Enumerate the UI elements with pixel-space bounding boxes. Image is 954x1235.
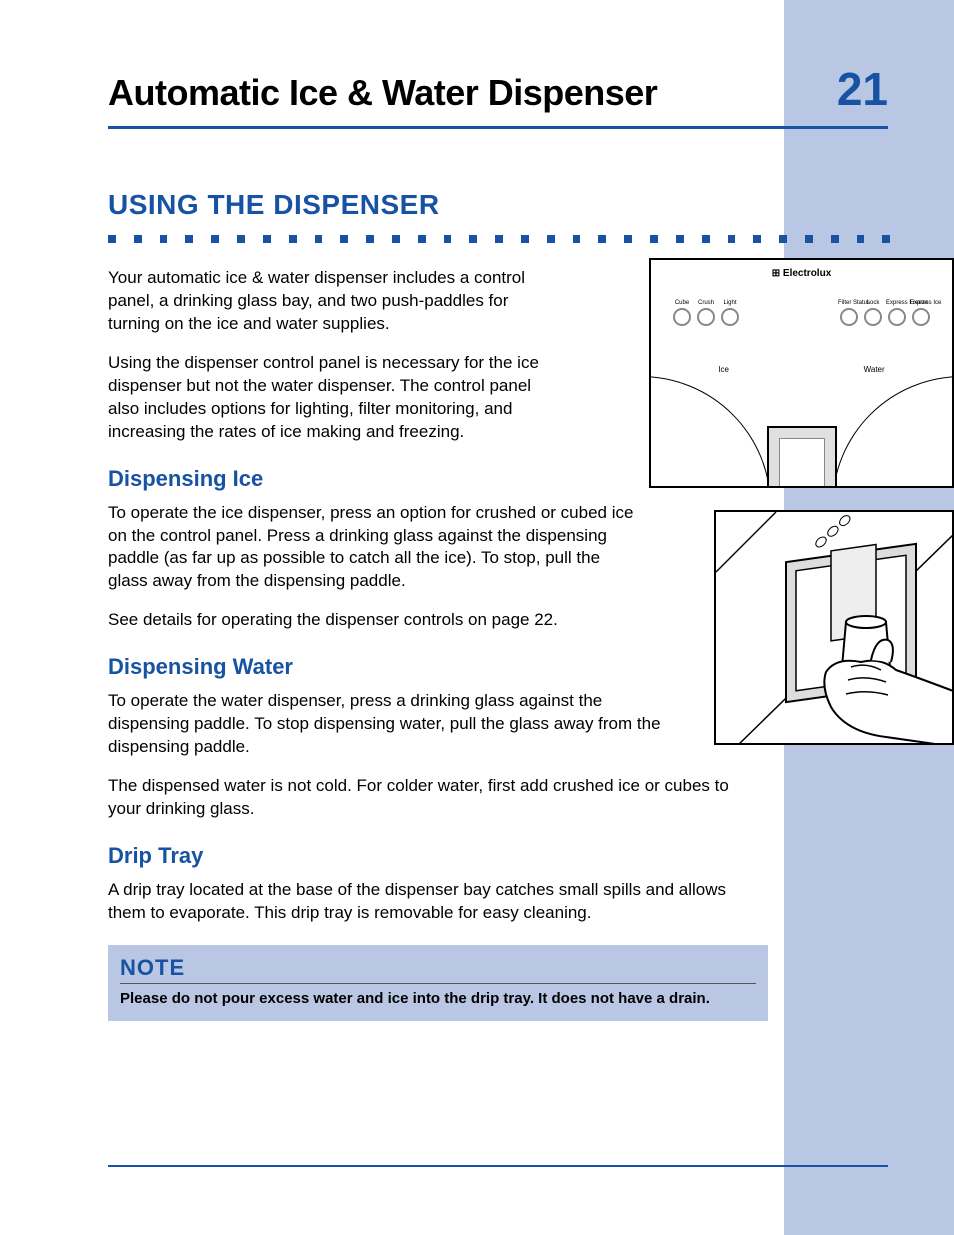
button-icon bbox=[673, 308, 691, 326]
lock-button: Lock bbox=[862, 300, 884, 326]
hand-cup-illustration bbox=[716, 512, 954, 745]
rule-dot bbox=[237, 235, 245, 243]
rule-dot bbox=[831, 235, 839, 243]
rule-dot bbox=[418, 235, 426, 243]
ice-chute bbox=[767, 426, 837, 486]
buttons-row: Cube Crush Light Filter Status Lock Expr… bbox=[671, 300, 932, 326]
section-title: USING THE DISPENSER bbox=[108, 189, 888, 221]
water-para-1: To operate the water dispenser, press a … bbox=[108, 690, 673, 759]
rule-dot bbox=[753, 235, 761, 243]
left-button-group: Cube Crush Light bbox=[671, 300, 741, 326]
rule-dot bbox=[392, 235, 400, 243]
rule-dot bbox=[650, 235, 658, 243]
rule-dot bbox=[108, 235, 116, 243]
footer-rule bbox=[108, 1165, 888, 1167]
drip-para-1: A drip tray located at the base of the d… bbox=[108, 879, 748, 925]
rule-dot bbox=[573, 235, 581, 243]
express-ice-button: Express Ice bbox=[910, 300, 932, 326]
ice-para-1: To operate the ice dispenser, press an o… bbox=[108, 502, 638, 594]
note-title: NOTE bbox=[120, 955, 756, 984]
rule-dot bbox=[676, 235, 684, 243]
page-number: 21 bbox=[837, 62, 888, 116]
rule-dot bbox=[340, 235, 348, 243]
cube-button: Cube bbox=[671, 300, 693, 326]
rule-dot bbox=[315, 235, 323, 243]
freeze-button: Express Freeze bbox=[886, 300, 908, 326]
filter-button: Filter Status bbox=[838, 300, 860, 326]
rule-dot bbox=[289, 235, 297, 243]
rule-dot bbox=[366, 235, 374, 243]
rule-dot bbox=[263, 235, 271, 243]
rule-dot bbox=[779, 235, 787, 243]
ice-para-2: See details for operating the dispenser … bbox=[108, 609, 638, 632]
rule-dot bbox=[444, 235, 452, 243]
rule-dot bbox=[160, 235, 168, 243]
rule-dot bbox=[547, 235, 555, 243]
button-icon bbox=[840, 308, 858, 326]
rule-dot bbox=[702, 235, 710, 243]
note-box: NOTE Please do not pour excess water and… bbox=[108, 945, 768, 1021]
figure-hand-cup bbox=[714, 510, 954, 745]
rule-dot bbox=[805, 235, 813, 243]
rule-dot bbox=[495, 235, 503, 243]
rule-dot bbox=[857, 235, 865, 243]
crush-button: Crush bbox=[695, 300, 717, 326]
rule-dot bbox=[185, 235, 193, 243]
button-icon bbox=[864, 308, 882, 326]
rule-dot bbox=[134, 235, 142, 243]
light-button: Light bbox=[719, 300, 741, 326]
rule-dot bbox=[624, 235, 632, 243]
rule-dot bbox=[728, 235, 736, 243]
intro-para-1: Your automatic ice & water dispenser inc… bbox=[108, 267, 548, 336]
rule-dot bbox=[598, 235, 606, 243]
dotted-rule bbox=[108, 235, 890, 243]
rule-dot bbox=[882, 235, 890, 243]
page-header: Automatic Ice & Water Dispenser 21 bbox=[108, 0, 888, 129]
button-icon bbox=[697, 308, 715, 326]
panel-arc-right bbox=[832, 376, 952, 486]
rule-dot bbox=[469, 235, 477, 243]
button-icon bbox=[912, 308, 930, 326]
water-para-2: The dispensed water is not cold. For col… bbox=[108, 775, 748, 821]
page-title: Automatic Ice & Water Dispenser bbox=[108, 72, 657, 114]
right-button-group: Filter Status Lock Express Freeze Expres… bbox=[838, 300, 932, 326]
rule-dot bbox=[211, 235, 219, 243]
figure-control-panel: ⊞ Electrolux Cube Crush Light Filter Sta… bbox=[649, 258, 954, 488]
brand-label: ⊞ Electrolux bbox=[772, 268, 832, 279]
drip-title: Drip Tray bbox=[108, 843, 888, 869]
button-icon bbox=[888, 308, 906, 326]
panel-arc-left bbox=[651, 376, 771, 486]
note-text: Please do not pour excess water and ice … bbox=[120, 990, 756, 1007]
rule-dot bbox=[521, 235, 529, 243]
intro-para-2: Using the dispenser control panel is nec… bbox=[108, 352, 548, 444]
button-icon bbox=[721, 308, 739, 326]
